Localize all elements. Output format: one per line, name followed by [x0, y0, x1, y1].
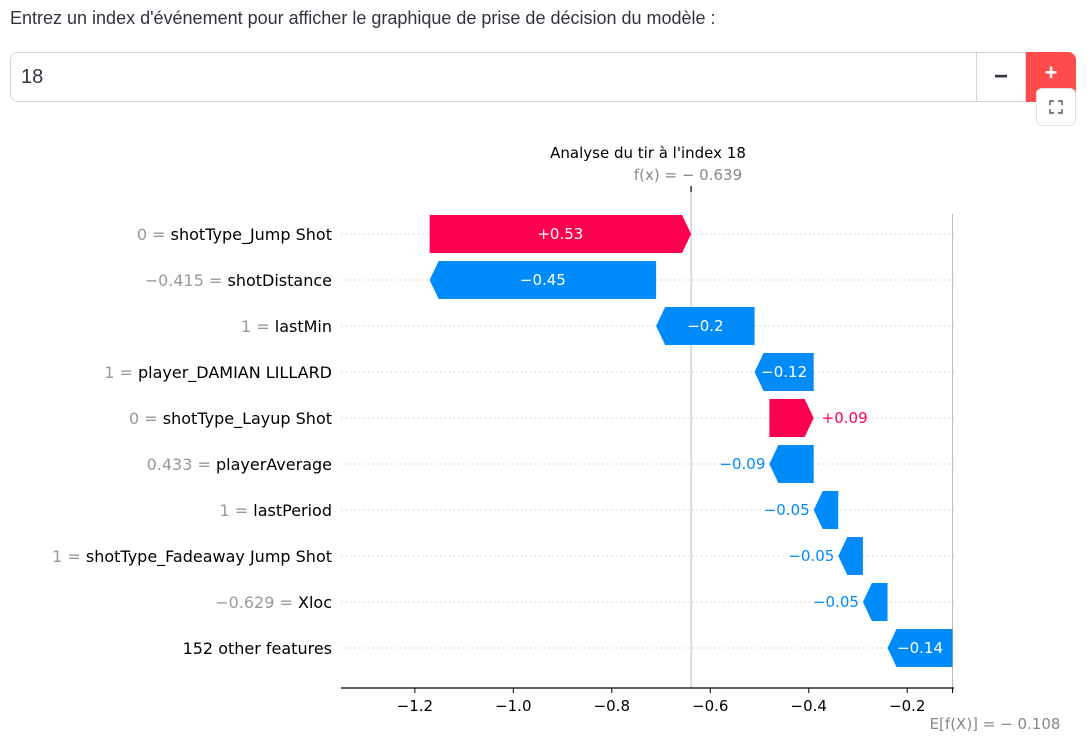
equals-sign: = [62, 547, 86, 566]
x-tick-label: −0.2 [889, 697, 925, 715]
feature-value: 1 [219, 501, 229, 520]
bar-value-label: −0.12 [761, 363, 807, 381]
index-prompt-label: Entrez un index d'événement pour affiche… [10, 8, 716, 28]
feature-label: 0 = shotType_Jump Shot [137, 225, 332, 245]
feature-name: shotDistance [228, 271, 333, 290]
feature-label: 1 = lastPeriod [219, 501, 332, 520]
feature-name: Xloc [298, 593, 332, 612]
shap-bar [769, 399, 814, 437]
equals-sign: = [192, 455, 216, 474]
chart-title: Analyse du tir à l'index 18 [550, 144, 746, 162]
bar-value-label: +0.09 [822, 409, 868, 427]
base-value-label: E[f(X)] = − 0.108 [930, 715, 1061, 733]
feature-name: player_DAMIAN LILLARD [138, 363, 332, 383]
x-tick-label: −0.4 [791, 697, 827, 715]
equals-sign: = [114, 363, 138, 382]
feature-label: 1 = lastMin [241, 317, 332, 336]
feature-name: lastMin [275, 317, 332, 336]
bar-value-label: −0.45 [520, 271, 566, 289]
fullscreen-icon [1049, 100, 1063, 114]
fullscreen-button[interactable] [1036, 88, 1076, 126]
feature-name: playerAverage [216, 455, 332, 474]
event-index-number-input: − + [10, 52, 1076, 104]
feature-label: 152 other features [183, 639, 332, 658]
shap-bar [429, 261, 657, 299]
feature-name: shotType_Jump Shot [171, 225, 332, 245]
feature-label: −0.629 = Xloc [215, 593, 332, 612]
feature-label: 1 = player_DAMIAN LILLARD [104, 363, 332, 383]
feature-value: 0 [129, 409, 139, 428]
bar-value-label: −0.2 [687, 317, 723, 335]
feature-name: shotType_Layup Shot [163, 409, 332, 429]
feature-label: 0 = shotType_Layup Shot [129, 409, 332, 429]
feature-value: 0 [137, 225, 147, 244]
shap-bar [429, 215, 692, 253]
bar-value-label: −0.05 [813, 593, 859, 611]
equals-sign: = [230, 501, 254, 520]
equals-sign: = [139, 409, 163, 428]
shap-bar [813, 491, 839, 529]
feature-value: 1 [52, 547, 62, 566]
x-tick-label: −0.6 [692, 697, 728, 715]
shap-bar [754, 353, 814, 391]
bar-value-label: −0.05 [764, 501, 810, 519]
feature-label: 1 = shotType_Fadeaway Jump Shot [52, 547, 332, 567]
fx-label: f(x) = − 0.639 [634, 166, 742, 184]
bar-value-label: +0.53 [537, 225, 583, 243]
equals-sign: = [274, 593, 298, 612]
feature-value: −0.415 [145, 271, 204, 290]
shap-bar [887, 629, 953, 667]
bar-value-label: −0.14 [897, 639, 943, 657]
x-tick-label: −0.8 [594, 697, 630, 715]
feature-value: −0.629 [215, 593, 274, 612]
shap-bar [862, 583, 888, 621]
shap-bar [656, 307, 755, 345]
equals-sign: = [147, 225, 171, 244]
feature-value: 1 [241, 317, 251, 336]
shap-bar [838, 537, 863, 575]
feature-value: 0.433 [147, 455, 193, 474]
bar-value-label: −0.05 [788, 547, 834, 565]
equals-sign: = [204, 271, 228, 290]
feature-value: 1 [104, 363, 114, 382]
feature-name: lastPeriod [253, 501, 332, 520]
event-index-input[interactable] [10, 52, 976, 102]
x-tick-label: −1.0 [495, 697, 531, 715]
feature-label: 0.433 = playerAverage [147, 455, 332, 474]
decrement-button[interactable]: − [976, 52, 1026, 102]
bar-value-label: −0.09 [719, 455, 765, 473]
shap-bar [769, 445, 814, 483]
x-tick-label: −1.2 [397, 697, 433, 715]
equals-sign: = [251, 317, 275, 336]
feature-name: 152 other features [183, 639, 332, 658]
feature-name: shotType_Fadeaway Jump Shot [86, 547, 332, 567]
feature-label: −0.415 = shotDistance [145, 271, 332, 290]
